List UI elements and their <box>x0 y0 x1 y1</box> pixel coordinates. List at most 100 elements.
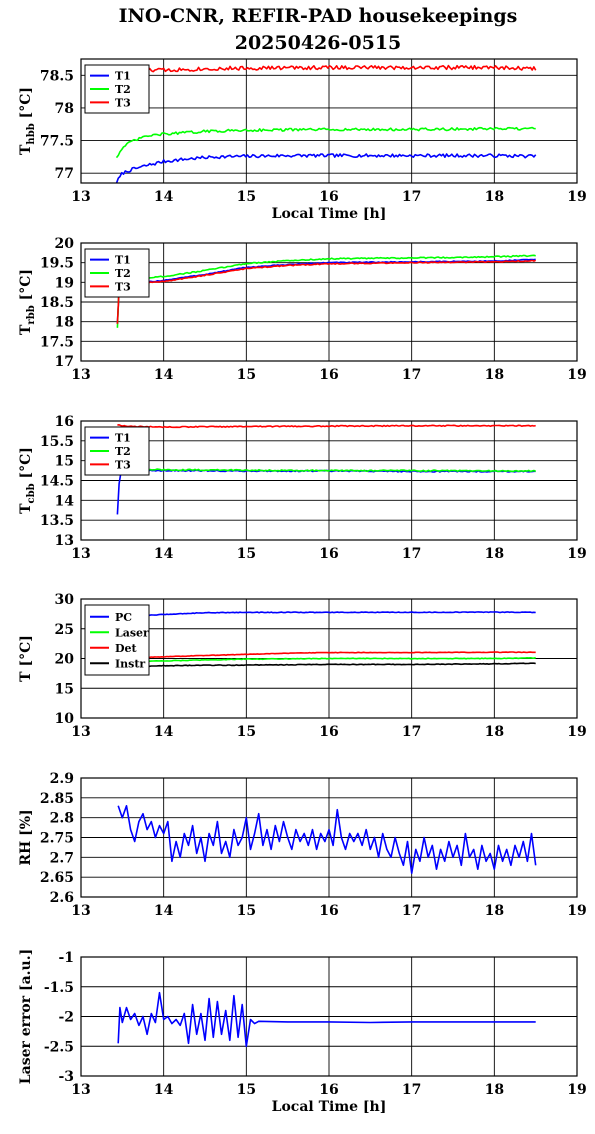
y-tick-label: -1 <box>58 950 74 966</box>
y-tick-label: 20 <box>55 236 75 252</box>
y-tick-label: 77 <box>55 166 74 182</box>
y-tick-label: -2.5 <box>44 1039 74 1055</box>
x-tick-label: 18 <box>485 1082 504 1098</box>
y-tick-label: 2.6 <box>50 890 74 906</box>
y-axis-label: Tcbb [°C] <box>18 447 37 514</box>
x-tick-label: 17 <box>402 367 421 383</box>
series-line-temps-pc <box>118 611 536 618</box>
legend-label: T2 <box>115 267 131 280</box>
series-line-hbb-t3 <box>116 64 537 73</box>
x-tick-label: 14 <box>154 367 174 383</box>
y-tick-label: 18 <box>55 315 74 331</box>
x-tick-label: 18 <box>485 903 504 919</box>
y-axis-label: Laser error [a.u.] <box>18 949 34 1084</box>
panel-hbb: 13 14 15 16 17 18 19 77 77.5 78 78.5 Local Time [h]… <box>18 58 587 222</box>
x-tick-label: 14 <box>154 189 174 205</box>
x-tick-label: 13 <box>71 189 90 205</box>
plot-frame <box>80 598 578 719</box>
y-tick-label: 14.5 <box>40 474 74 490</box>
legend-temps: PC Laser Det Instr <box>84 604 150 676</box>
y-tick-label: 17.5 <box>40 334 74 350</box>
legend-label: T2 <box>115 445 131 458</box>
y-tick-label: 17 <box>55 354 74 370</box>
x-tick-label: 19 <box>567 1082 586 1098</box>
x-tick-label: 16 <box>319 903 338 919</box>
x-tick-label: 15 <box>237 903 256 919</box>
legend-label: Instr <box>115 657 145 670</box>
x-tick-label: 18 <box>485 724 504 740</box>
y-tick-label: 15.5 <box>40 434 74 450</box>
x-tick-label: 19 <box>567 189 586 205</box>
legend-label: T2 <box>115 83 131 96</box>
y-axis-label: RH [%] <box>18 809 34 865</box>
figure-title-line2: 20250426-0515 <box>235 32 402 54</box>
y-tick-label: 10 <box>55 711 75 727</box>
plot-frame <box>80 777 578 898</box>
x-tick-label: 15 <box>237 1082 256 1098</box>
y-tick-label: 2.8 <box>50 811 74 827</box>
y-tick-label: 15 <box>55 454 74 470</box>
y-tick-label: 19.5 <box>40 256 74 272</box>
series-line-cbb-t3 <box>117 424 536 429</box>
y-tick-label: 78 <box>55 101 74 117</box>
x-tick-label: 15 <box>237 546 256 562</box>
plot-frame <box>80 956 578 1077</box>
legend-label: T3 <box>115 458 131 471</box>
y-axis-label: Thbb [°C] <box>18 87 37 155</box>
series-line-hbb-t1 <box>115 153 537 184</box>
series-line-cbb-t1 <box>116 469 536 515</box>
legend-label: T1 <box>115 254 131 267</box>
y-axis-label: Trbb [°C] <box>18 269 37 335</box>
x-tick-label: 17 <box>402 546 421 562</box>
legend-label: Laser <box>115 626 149 639</box>
x-tick-label: 14 <box>154 546 174 562</box>
x-tick-label: 18 <box>485 367 504 383</box>
series-line-cbb-t2 <box>120 467 537 473</box>
legend-label: T1 <box>115 432 131 445</box>
figure-title-line1: INO-CNR, REFIR-PAD housekeepings <box>119 5 518 27</box>
y-axis-label: T [°C] <box>18 635 34 682</box>
y-tick-label: -1.5 <box>44 980 74 996</box>
y-tick-label: 18.5 <box>40 295 74 311</box>
y-tick-label: 78.5 <box>40 68 74 84</box>
x-tick-label: 13 <box>71 546 90 562</box>
x-tick-label: 18 <box>485 546 504 562</box>
x-tick-label: 14 <box>154 903 174 919</box>
series-line-temps-det <box>118 651 536 660</box>
legend-label: Det <box>115 642 138 655</box>
y-tick-label: 30 <box>55 592 75 608</box>
x-tick-label: 17 <box>402 903 421 919</box>
y-tick-label: 2.9 <box>50 771 74 787</box>
y-tick-label: -2 <box>58 1010 74 1026</box>
panel-rh: 13 14 15 16 17 18 19 2.6 2.65 2.7 2.75 2.8 2.85 2.9 RH… <box>18 771 587 919</box>
legend-label: T3 <box>115 96 131 109</box>
x-tick-label: 16 <box>319 367 338 383</box>
x-tick-label: 17 <box>402 724 421 740</box>
series-line-rbb-t3 <box>116 259 537 324</box>
y-tick-label: 13 <box>55 533 74 549</box>
x-tick-label: 19 <box>567 903 586 919</box>
plot-frame <box>80 58 578 184</box>
panel-laser: 13 14 15 16 17 18 19 -3 -2.5 -2 -1.5 -1 Local Time [… <box>18 949 587 1115</box>
legend-label: T1 <box>115 70 131 83</box>
x-axis-label: Local Time [h] <box>272 206 387 222</box>
y-tick-label: 2.85 <box>40 791 74 807</box>
x-tick-label: 13 <box>71 724 90 740</box>
y-tick-label: 20 <box>55 652 75 668</box>
panel-rbb: 13 14 15 16 17 18 19 17 17.5 18 18.5 19 19.5 20 Trbb [… <box>18 236 587 383</box>
plot-frame <box>80 242 578 362</box>
series-line-rbb-t1 <box>116 258 536 324</box>
x-tick-label: 16 <box>319 189 338 205</box>
y-tick-label: 16 <box>55 414 74 430</box>
y-tick-label: 2.7 <box>50 850 74 866</box>
panel-temps: 13 14 15 16 17 18 19 10 15 20 25 30 T [°C] PC Laser Det… <box>18 592 587 740</box>
y-tick-label: -3 <box>58 1069 74 1085</box>
x-tick-label: 17 <box>402 1082 421 1098</box>
x-tick-label: 13 <box>71 903 90 919</box>
x-tick-label: 16 <box>319 724 338 740</box>
y-tick-label: 25 <box>55 622 74 638</box>
series-line-temps-laser <box>118 656 536 663</box>
